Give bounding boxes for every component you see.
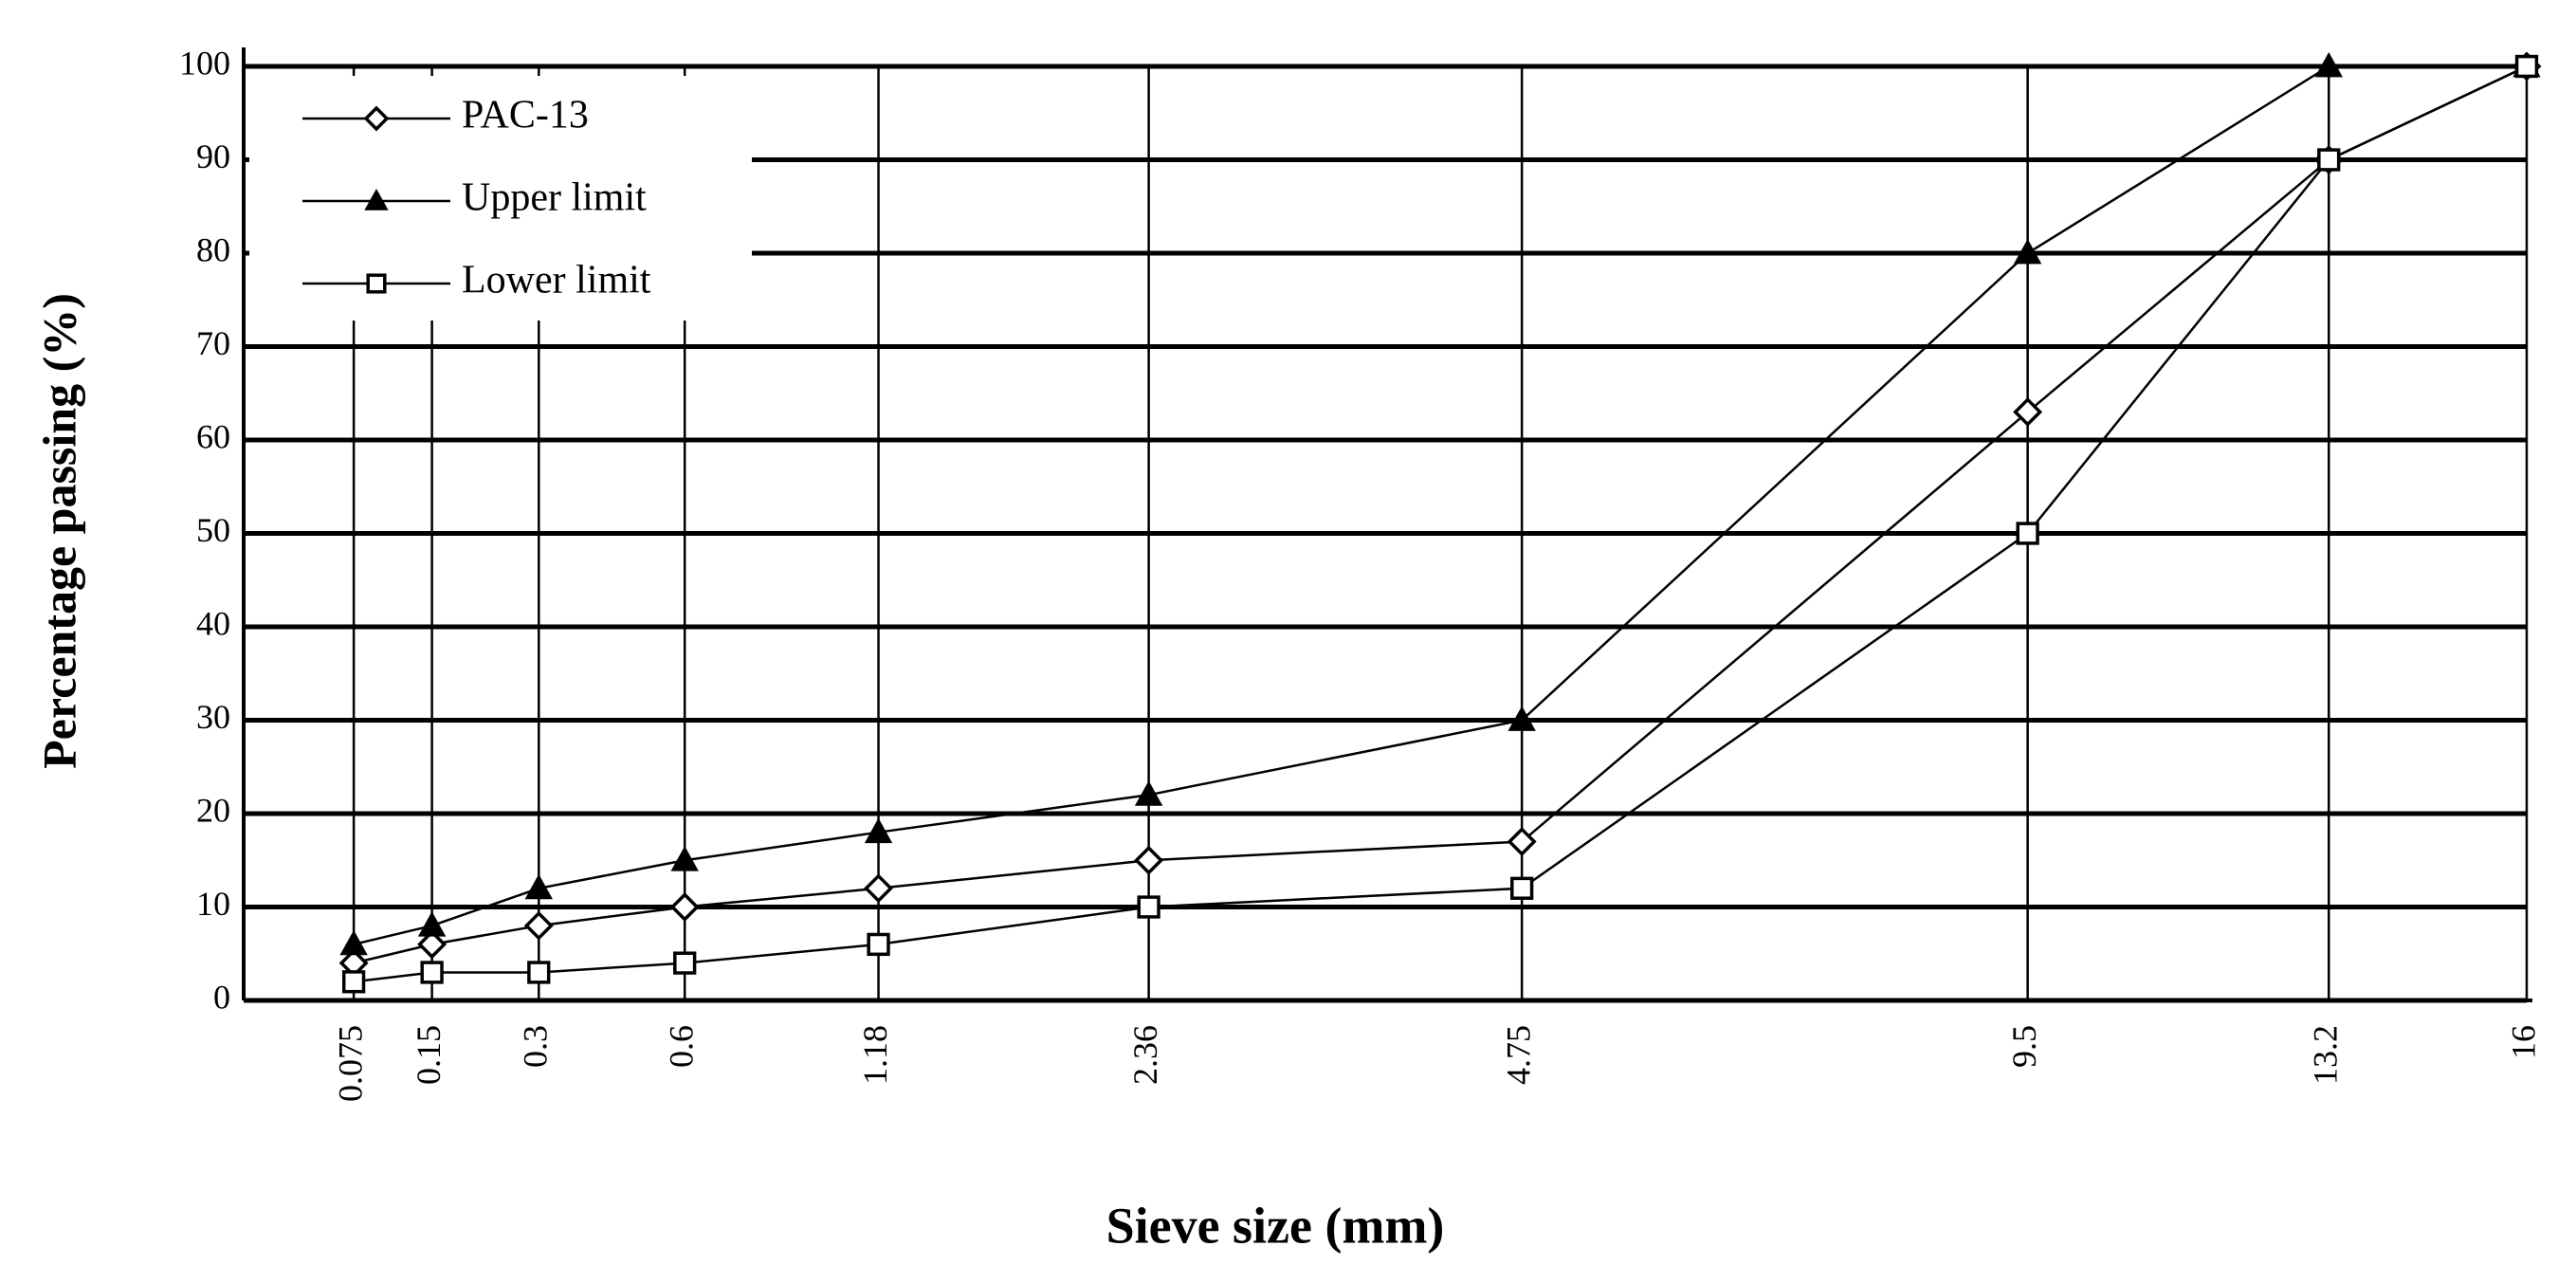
x-tick-label: 0.3	[517, 1025, 555, 1068]
marker	[670, 846, 699, 871]
marker	[363, 105, 390, 132]
marker	[669, 892, 700, 922]
marker	[364, 188, 389, 211]
marker	[417, 929, 448, 960]
series-line	[353, 64, 2528, 964]
marker	[2016, 522, 2039, 545]
marker	[366, 273, 387, 294]
series-line	[353, 64, 2527, 946]
marker	[864, 817, 893, 844]
legend-label: Lower limit	[462, 259, 651, 302]
marker	[417, 911, 447, 937]
marker	[1510, 876, 1534, 900]
marker	[341, 970, 366, 994]
marker	[2314, 51, 2343, 78]
marker	[1134, 845, 1164, 875]
y-tick-label: 80	[196, 230, 230, 268]
y-tick-label: 70	[196, 324, 230, 362]
y-tick-label: 60	[196, 417, 230, 455]
marker	[2514, 54, 2539, 79]
legend-box	[249, 76, 752, 321]
marker	[867, 932, 890, 957]
marker	[673, 951, 697, 975]
y-tick-label: 10	[196, 885, 230, 923]
y-tick-label: 90	[196, 137, 230, 175]
marker	[2317, 148, 2341, 172]
y-tick-label: 30	[196, 698, 230, 736]
y-tick-label: 50	[196, 511, 230, 549]
x-tick-label: 9.5	[2005, 1025, 2043, 1068]
series-line	[353, 64, 2528, 983]
x-tick-label: 2.36	[1126, 1025, 1164, 1085]
x-axis-label: Sieve size (mm)	[1106, 1197, 1445, 1254]
marker	[2013, 396, 2043, 427]
marker	[1137, 895, 1160, 919]
marker	[1507, 827, 1537, 857]
marker	[527, 961, 551, 984]
x-tick-label: 16	[2504, 1025, 2542, 1059]
marker	[339, 929, 368, 956]
legend-label: PAC-13	[462, 94, 589, 137]
x-tick-label: 0.6	[662, 1025, 700, 1068]
y-tick-label: 100	[179, 44, 230, 82]
marker	[864, 873, 894, 904]
marker	[420, 961, 444, 984]
x-tick-label: 1.18	[856, 1025, 894, 1085]
y-tick-label: 40	[196, 604, 230, 642]
x-tick-label: 4.75	[1499, 1025, 1537, 1085]
y-tick-label: 0	[213, 978, 230, 1016]
x-tick-label: 13.2	[2307, 1025, 2345, 1085]
marker	[2013, 238, 2042, 265]
marker	[524, 873, 553, 900]
marker	[523, 910, 554, 941]
marker	[1134, 780, 1163, 806]
y-tick-label: 20	[196, 791, 230, 829]
legend-label: Upper limit	[462, 176, 647, 220]
x-tick-label: 0.15	[410, 1025, 448, 1085]
y-axis-label: Percentage passing (%)	[32, 293, 85, 769]
marker	[1507, 706, 1536, 731]
x-tick-label: 0.075	[331, 1025, 369, 1102]
